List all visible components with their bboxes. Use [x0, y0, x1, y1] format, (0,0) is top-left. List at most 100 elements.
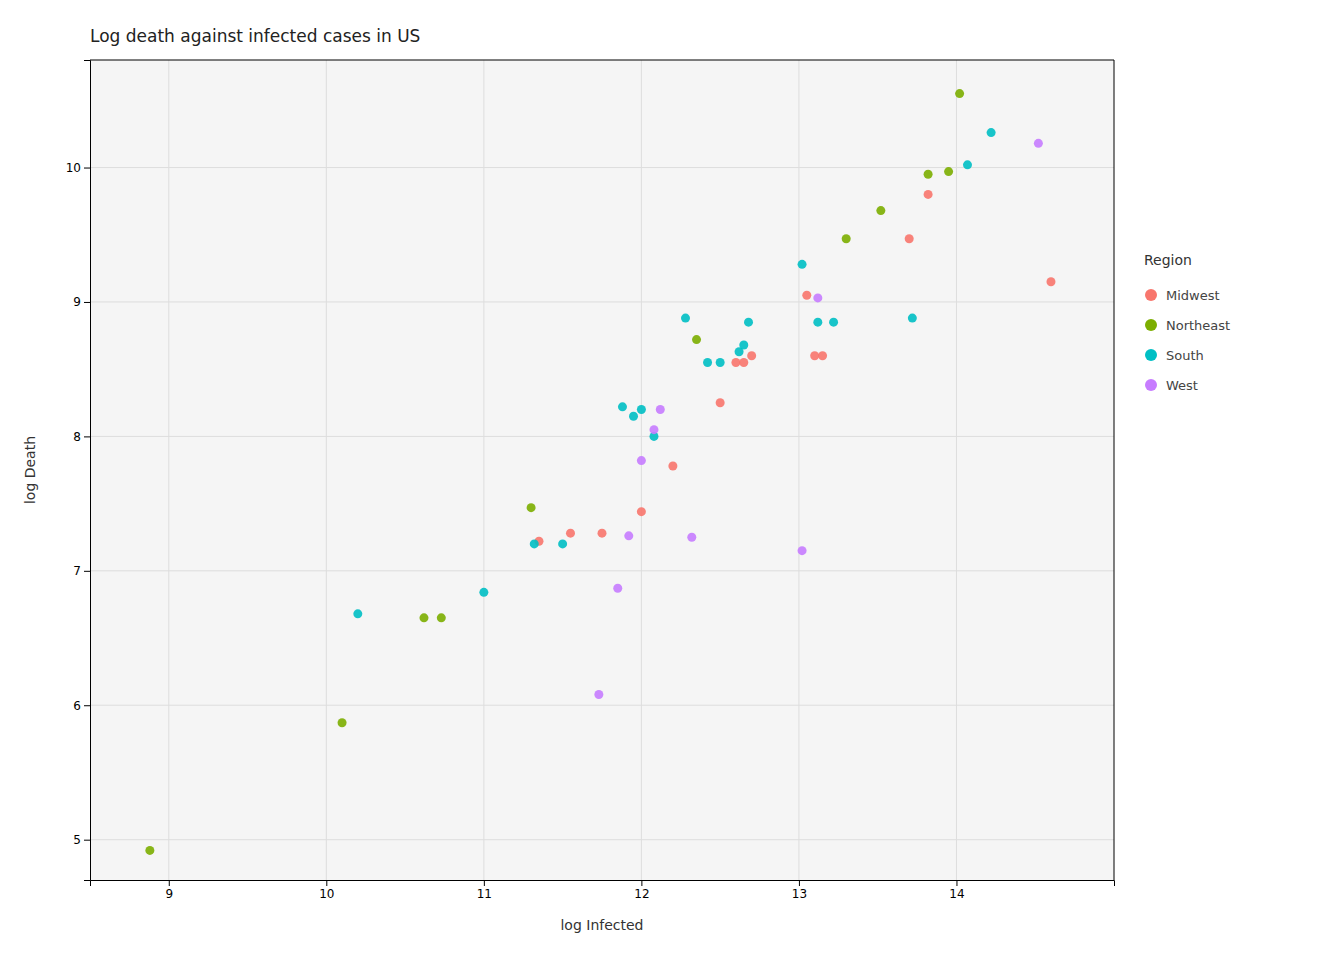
y-axis: 5678910 [66, 61, 91, 881]
frame-right [1114, 60, 1115, 880]
legend-label: South [1166, 348, 1204, 363]
point [566, 529, 575, 538]
point [955, 89, 964, 98]
point [802, 291, 811, 300]
y-tick-label: 7 [73, 564, 81, 578]
x-tick-mark [641, 880, 642, 886]
series [594, 139, 1043, 699]
x-tick-mark [956, 880, 957, 886]
point [145, 846, 154, 855]
point [598, 529, 607, 538]
point [637, 405, 646, 414]
point [798, 260, 807, 269]
point [419, 613, 428, 622]
y-tick-mark [84, 436, 90, 437]
y-grid-line [90, 301, 1114, 302]
point [905, 234, 914, 243]
point [692, 335, 701, 344]
legend-swatch [1145, 349, 1157, 361]
point [637, 456, 646, 465]
y-tick-label: 9 [73, 295, 81, 309]
y-tick-mark [84, 705, 90, 706]
legend-swatch [1145, 289, 1157, 301]
plot-background [90, 60, 1114, 880]
legend: Region Midwest Northeast South West [1144, 252, 1230, 393]
plot: 910111213145678910log Infectedlog Death [22, 60, 1115, 933]
chart: 910111213145678910log Infectedlog DeathL… [0, 0, 1344, 960]
y-tick: 9 [73, 295, 90, 309]
point [618, 402, 627, 411]
y-grid-line [90, 436, 1114, 437]
series [145, 89, 964, 855]
point [987, 128, 996, 137]
x-axis: 91011121314 [91, 880, 1115, 901]
y-grid-line [90, 705, 1114, 706]
x-tick-label: 10 [319, 887, 334, 901]
point [798, 546, 807, 555]
point [810, 351, 819, 360]
point [353, 609, 362, 618]
y-tick: 8 [73, 430, 90, 444]
x-grid-line [168, 60, 169, 880]
point [813, 293, 822, 302]
legend-item: Midwest [1145, 288, 1220, 303]
point [744, 318, 753, 327]
legend-swatch [1145, 379, 1157, 391]
point [963, 160, 972, 169]
x-tick: 14 [949, 880, 964, 901]
x-tick-mark [799, 880, 800, 886]
point [829, 318, 838, 327]
point [818, 351, 827, 360]
point [842, 234, 851, 243]
x-tick: 9 [165, 880, 173, 901]
x-tick-mark [169, 880, 170, 886]
x-grid-line [798, 60, 799, 880]
y-tick-label: 8 [73, 430, 81, 444]
point [813, 318, 822, 327]
y-tick: 10 [66, 161, 90, 175]
y-tick: 5 [73, 833, 90, 847]
x-grid-line [956, 60, 957, 880]
y-tick-mark [84, 571, 90, 572]
series [534, 190, 1055, 546]
point [594, 690, 603, 699]
point [530, 539, 539, 548]
legend-label: Northeast [1166, 318, 1230, 333]
point [716, 398, 725, 407]
y-tick-label: 10 [66, 161, 81, 175]
point [876, 206, 885, 215]
point [681, 314, 690, 323]
legend-item: South [1145, 348, 1204, 363]
point [944, 167, 953, 176]
x-tick: 10 [319, 880, 334, 901]
x-axis-line [91, 881, 1115, 887]
grid [90, 60, 1114, 880]
x-tick-label: 11 [477, 887, 492, 901]
point [629, 412, 638, 421]
x-tick: 11 [477, 880, 492, 901]
point [479, 588, 488, 597]
point [613, 584, 622, 593]
series [353, 128, 995, 618]
y-axis-line [84, 61, 91, 881]
y-tick-mark [84, 840, 90, 841]
point [527, 503, 536, 512]
legend-item: Northeast [1145, 318, 1230, 333]
x-tick-label: 13 [792, 887, 807, 901]
x-axis-title: log Infected [560, 917, 643, 933]
legend-item: West [1145, 378, 1198, 393]
y-tick: 7 [73, 564, 90, 578]
y-axis-title: log Death [22, 436, 38, 504]
point [656, 405, 665, 414]
point [747, 351, 756, 360]
x-tick-label: 9 [165, 887, 173, 901]
legend-title: Region [1144, 252, 1192, 268]
point [1046, 277, 1055, 286]
point [908, 314, 917, 323]
y-tick-mark [84, 302, 90, 303]
point [924, 170, 933, 179]
x-grid-line [641, 60, 642, 880]
points [145, 89, 1055, 855]
point [739, 358, 748, 367]
point [716, 358, 725, 367]
